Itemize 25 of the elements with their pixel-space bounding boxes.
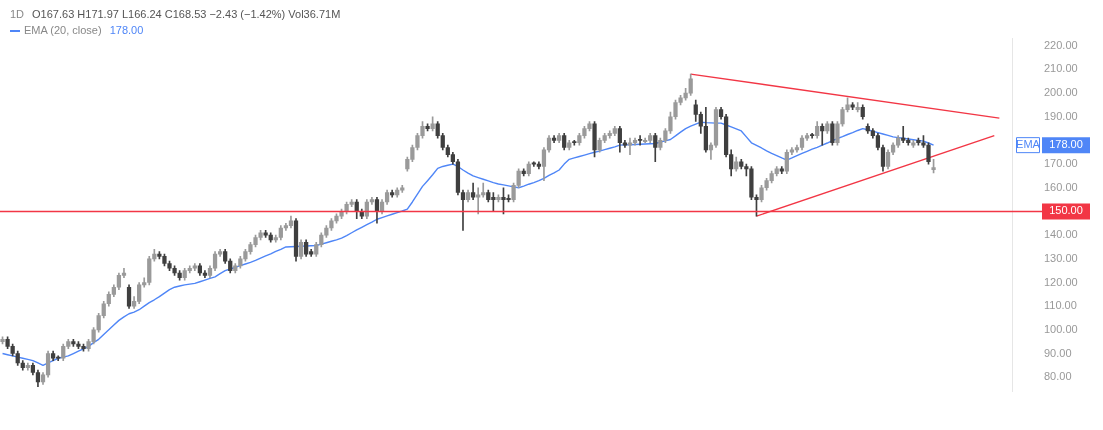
text: 178.00 <box>1049 138 1083 151</box>
text: 178.00 <box>109 24 144 36</box>
y-tick-label: 200.00 <box>1044 86 1078 99</box>
y-tick-label: 210.00 <box>1044 62 1078 75</box>
y-tick-label: 80.00 <box>1044 370 1072 383</box>
legend-label: EMA (20, close) <box>24 24 102 36</box>
chart-title: 1D <box>10 8 25 20</box>
candlestick <box>627 137 633 155</box>
y-tick-label: 220.00 <box>1044 38 1078 51</box>
candlestick <box>637 135 643 146</box>
candlestick <box>476 187 481 215</box>
candlestick <box>481 182 486 198</box>
text: EMA <box>1016 138 1041 151</box>
y-tick-label: 100.00 <box>1044 322 1078 335</box>
chart-subtitle: O167.63 H171.97 L166.24 C168.53 −2.43 (−1.42%) Vol36.71M <box>32 8 341 20</box>
y-tick-label: 190.00 <box>1044 109 1078 122</box>
y-tick-label: 160.00 <box>1044 180 1078 193</box>
y-tick-label: 170.00 <box>1044 157 1078 170</box>
y-tick-label: 130.00 <box>1044 251 1078 264</box>
y-tick-label: 90.00 <box>1044 346 1072 359</box>
candlestick <box>901 125 906 144</box>
ref-line-label: 150.00 <box>1049 204 1083 217</box>
y-tick-label: 140.00 <box>1044 228 1078 241</box>
y-tick-label: 120.00 <box>1044 275 1078 288</box>
y-tick-label: 110.00 <box>1044 299 1077 312</box>
